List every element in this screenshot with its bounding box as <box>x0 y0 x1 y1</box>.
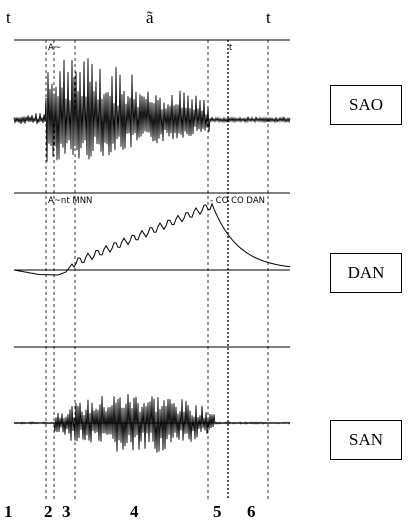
segment-label-initial-t: t <box>6 8 11 27</box>
dan-left-marker: A~nt MNN <box>48 196 93 206</box>
channel-label-san-text: SAN <box>348 430 383 449</box>
interval-number-2: 2 <box>44 502 53 521</box>
sao-left-marker: A~ <box>48 43 61 53</box>
sao-right-marker: t <box>229 43 233 53</box>
channel-label-san: SAN <box>330 420 402 460</box>
interval-number-1: 1 <box>4 502 13 521</box>
interval-number-5: 5 <box>213 502 222 521</box>
boundary-lines <box>45 40 269 500</box>
dan-right-marker: - CO CO DAN <box>210 196 265 206</box>
segment-label-final-t: t <box>266 8 271 27</box>
channel-label-sao: SAO <box>330 85 402 125</box>
segment-label-nasal-vowel: ã <box>146 8 154 27</box>
sao-waveform <box>13 58 291 162</box>
interval-number-4: 4 <box>130 502 139 521</box>
channel-label-dan-text: DAN <box>347 263 385 282</box>
channel-label-dan: DAN <box>330 253 402 293</box>
dan-trace <box>13 202 291 276</box>
san-waveform <box>13 393 291 453</box>
interval-number-3: 3 <box>62 502 71 521</box>
interval-number-6: 6 <box>247 502 256 521</box>
channel-label-sao-text: SAO <box>348 95 383 114</box>
